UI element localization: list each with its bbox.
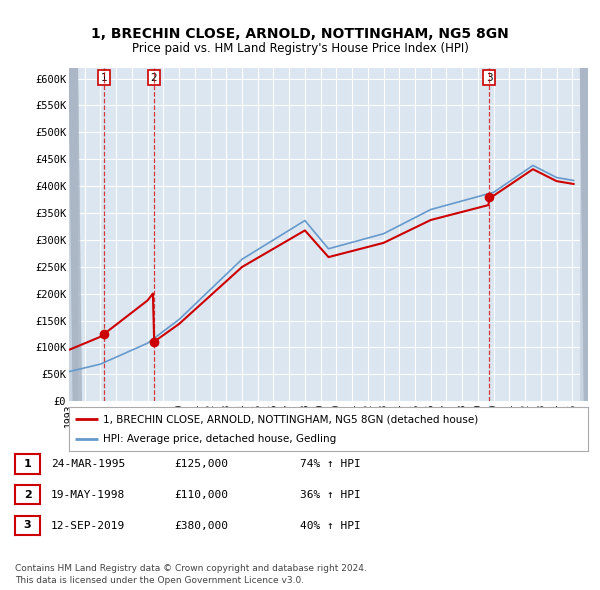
- Text: 3: 3: [486, 73, 493, 83]
- Text: 1, BRECHIN CLOSE, ARNOLD, NOTTINGHAM, NG5 8GN: 1, BRECHIN CLOSE, ARNOLD, NOTTINGHAM, NG…: [91, 27, 509, 41]
- Text: 12-SEP-2019: 12-SEP-2019: [51, 521, 125, 530]
- Text: Contains HM Land Registry data © Crown copyright and database right 2024.
This d: Contains HM Land Registry data © Crown c…: [15, 565, 367, 585]
- Text: £125,000: £125,000: [174, 460, 228, 469]
- Text: Price paid vs. HM Land Registry's House Price Index (HPI): Price paid vs. HM Land Registry's House …: [131, 42, 469, 55]
- Text: 2: 2: [24, 490, 31, 500]
- Text: 1, BRECHIN CLOSE, ARNOLD, NOTTINGHAM, NG5 8GN (detached house): 1, BRECHIN CLOSE, ARNOLD, NOTTINGHAM, NG…: [103, 414, 478, 424]
- Text: 19-MAY-1998: 19-MAY-1998: [51, 490, 125, 500]
- Text: 1: 1: [101, 73, 107, 83]
- Text: £380,000: £380,000: [174, 521, 228, 530]
- Text: 2: 2: [151, 73, 157, 83]
- Text: 3: 3: [24, 520, 31, 530]
- Text: HPI: Average price, detached house, Gedling: HPI: Average price, detached house, Gedl…: [103, 434, 336, 444]
- Text: £110,000: £110,000: [174, 490, 228, 500]
- Text: 40% ↑ HPI: 40% ↑ HPI: [300, 521, 361, 530]
- Text: 1: 1: [24, 459, 31, 469]
- Text: 74% ↑ HPI: 74% ↑ HPI: [300, 460, 361, 469]
- Text: 24-MAR-1995: 24-MAR-1995: [51, 460, 125, 469]
- Text: 36% ↑ HPI: 36% ↑ HPI: [300, 490, 361, 500]
